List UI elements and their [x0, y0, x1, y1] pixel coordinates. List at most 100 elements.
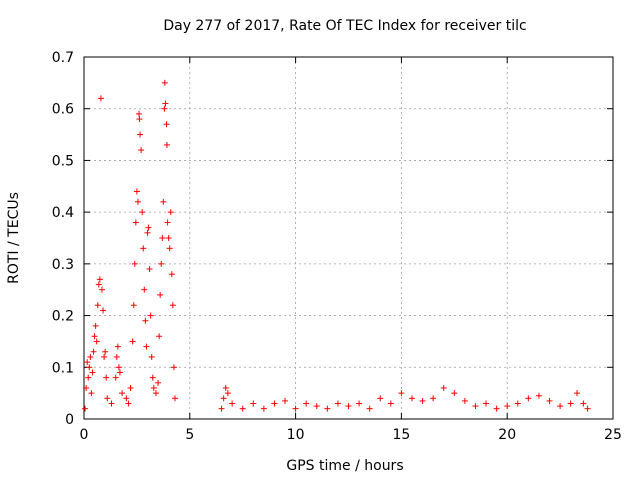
- x-tick-label: 25: [604, 427, 622, 443]
- data-point: [98, 286, 105, 293]
- y-tick-label: 0.6: [52, 102, 74, 118]
- data-point: [139, 209, 146, 216]
- data-point: [127, 384, 134, 391]
- data-point: [546, 397, 553, 404]
- data-point: [271, 400, 278, 407]
- data-point: [86, 364, 93, 371]
- data-point: [229, 400, 236, 407]
- y-tick-label: 0.7: [52, 50, 74, 66]
- data-point: [133, 188, 140, 195]
- data-point: [366, 405, 373, 412]
- y-tick-label: 0.3: [52, 257, 74, 273]
- data-point: [408, 395, 415, 402]
- x-tick-label: 10: [287, 427, 305, 443]
- x-tick-label: 20: [498, 427, 516, 443]
- data-point: [131, 260, 138, 267]
- data-point: [94, 302, 101, 309]
- data-point: [129, 338, 136, 345]
- data-point: [148, 353, 155, 360]
- x-tick-label: 5: [185, 427, 194, 443]
- data-point: [115, 364, 122, 371]
- y-tick-label: 0.5: [52, 153, 74, 169]
- data-point: [136, 110, 143, 117]
- data-point: [104, 395, 111, 402]
- data-point: [260, 405, 267, 412]
- data-point: [113, 353, 120, 360]
- data-point: [88, 390, 95, 397]
- data-point: [162, 100, 169, 107]
- data-point: [136, 116, 143, 123]
- y-tick-label: 0.2: [52, 309, 74, 325]
- data-point: [514, 400, 521, 407]
- data-point: [156, 333, 163, 340]
- data-point: [525, 395, 532, 402]
- data-point: [125, 400, 132, 407]
- data-point: [160, 198, 167, 205]
- data-point: [157, 291, 164, 298]
- y-tick-label: 0.4: [52, 205, 74, 221]
- data-point: [222, 384, 229, 391]
- x-axis-label: GPS time / hours: [286, 458, 403, 474]
- data-point: [143, 343, 150, 350]
- data-point: [87, 353, 94, 360]
- data-point: [250, 400, 257, 407]
- y-tick-label: 0: [65, 412, 74, 428]
- data-point: [324, 405, 331, 412]
- data-point: [161, 105, 168, 112]
- data-point: [535, 392, 542, 399]
- data-point: [140, 245, 147, 252]
- data-point: [93, 338, 100, 345]
- data-point: [134, 198, 141, 205]
- data-points: [82, 79, 591, 412]
- data-point: [440, 384, 447, 391]
- data-point: [557, 403, 564, 410]
- y-axis-label: ROTI / TECUs: [6, 192, 22, 284]
- data-point: [377, 395, 384, 402]
- data-point: [161, 79, 168, 86]
- data-point: [102, 348, 109, 355]
- data-point: [123, 395, 130, 402]
- data-point: [116, 369, 123, 376]
- data-point: [89, 369, 96, 376]
- data-point: [170, 364, 177, 371]
- data-point: [95, 281, 102, 288]
- data-point: [159, 235, 166, 241]
- axis-ticks: 0 5 10 15 20 25 0 0.1 0.2 0.3 0.4 0.5 0.6 0.7: [52, 50, 622, 443]
- data-point: [282, 397, 289, 404]
- data-point: [584, 405, 591, 412]
- data-point: [138, 147, 145, 154]
- data-point: [158, 260, 165, 267]
- data-point: [580, 400, 587, 407]
- data-point: [119, 390, 126, 397]
- data-point: [163, 121, 170, 128]
- data-point: [155, 379, 162, 386]
- data-point: [461, 397, 468, 404]
- data-point: [483, 400, 490, 407]
- data-point: [472, 403, 479, 410]
- data-point: [108, 400, 115, 407]
- data-point: [303, 400, 310, 407]
- data-point: [100, 307, 107, 314]
- data-point: [239, 405, 246, 412]
- data-point: [142, 317, 149, 324]
- data-point: [96, 276, 103, 283]
- data-point: [218, 405, 225, 412]
- data-point: [82, 405, 89, 412]
- data-point: [164, 219, 171, 226]
- data-point: [313, 403, 320, 410]
- x-tick-label: 15: [392, 427, 410, 443]
- data-point: [334, 400, 341, 407]
- data-point: [387, 400, 394, 407]
- data-point: [150, 384, 157, 391]
- data-point: [169, 302, 176, 309]
- data-point: [165, 235, 172, 241]
- plot-frame: [83, 56, 614, 420]
- data-point: [90, 348, 97, 355]
- data-point: [152, 390, 159, 397]
- x-tick-label: 0: [80, 427, 89, 443]
- data-point: [85, 374, 92, 381]
- data-point: [141, 286, 148, 293]
- data-point: [493, 405, 500, 412]
- data-point: [101, 353, 108, 360]
- data-point: [84, 359, 91, 366]
